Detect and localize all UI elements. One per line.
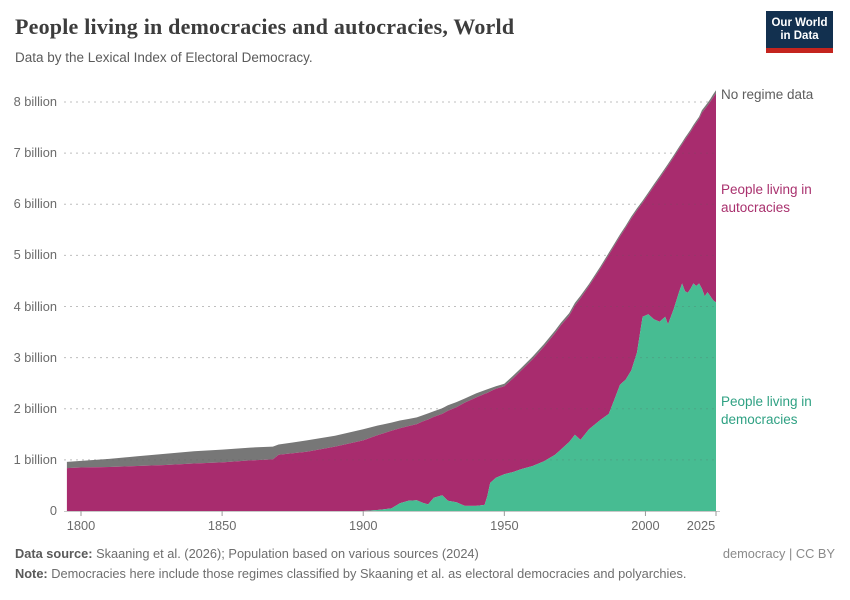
y-axis-tick-label: 2 billion <box>13 400 57 416</box>
footer-note-label: Note: <box>15 566 48 581</box>
owid-logo-line2: in Data <box>780 29 819 42</box>
page-title: People living in democracies and autocra… <box>15 14 515 39</box>
footer-license-link[interactable]: democracy | CC BY <box>722 546 835 561</box>
footer-note-text: Democracies here include those regimes c… <box>47 566 687 581</box>
series-label-democracies: People living in democracies <box>721 394 812 427</box>
y-axis-tick-label: 3 billion <box>13 349 57 365</box>
series-label-autocracies: People living in autocracies <box>721 182 812 215</box>
y-axis-tick-label: 5 billion <box>13 247 57 263</box>
gridlines-over <box>64 101 716 461</box>
y-axis-tick-label: 1 billion <box>13 451 57 467</box>
page-subtitle: Data by the Lexical Index of Electoral D… <box>15 50 313 65</box>
y-axis-tick-label: 0 <box>49 503 57 518</box>
footer-note-line: Note: Democracies here include those reg… <box>15 566 686 581</box>
x-axis-tick-label: 1950 <box>490 518 519 533</box>
owid-logo-line1: Our World <box>771 16 828 29</box>
x-axis-tick-label: 1800 <box>66 518 96 533</box>
area-autocracies <box>66 93 716 512</box>
x-axis-tick-label: 1900 <box>348 518 378 533</box>
x-axis-tick-label: 2000 <box>631 518 660 533</box>
x-axis-tick-label: 2025 <box>686 518 716 533</box>
y-axis-tick-label: 7 billion <box>13 145 57 161</box>
x-axis-tick-label: 1850 <box>207 518 237 533</box>
area-democracies <box>66 283 716 511</box>
owid-logo[interactable]: Our World in Data <box>766 11 833 53</box>
footer-source-line: Data source: Skaaning et al. (2026); Pop… <box>15 546 479 561</box>
y-axis-tick-label: 6 billion <box>13 196 57 212</box>
footer-source-label: Data source: <box>15 546 93 561</box>
series-label-no-regime-data: No regime data <box>721 87 814 102</box>
y-axis-tick-label: 8 billion <box>13 94 57 109</box>
footer-source-text: Skaaning et al. (2026); Population based… <box>92 546 479 561</box>
y-axis-tick-label: 4 billion <box>13 298 57 314</box>
